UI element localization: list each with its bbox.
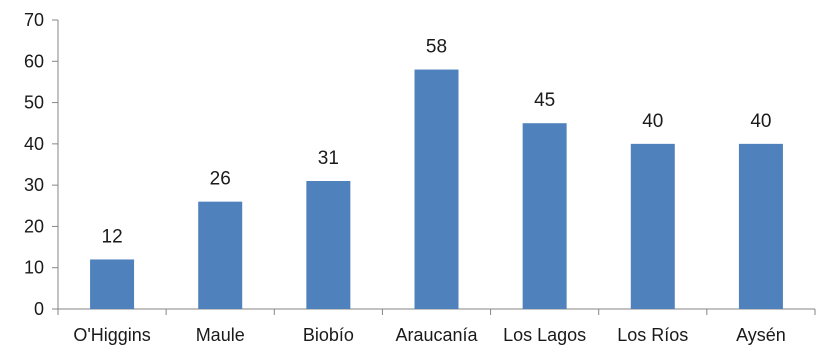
y-tick-label: 10 [24, 258, 44, 278]
data-label: 40 [750, 111, 771, 132]
bar [90, 259, 135, 309]
bars [90, 69, 783, 310]
y-tick-label: 70 [24, 10, 44, 30]
x-axis-labels: O'Higgins Maule Biobío Araucanía Los Lagos Lo… [73, 325, 785, 345]
data-label: 12 [102, 226, 123, 247]
bar [630, 143, 675, 309]
x-tick-label: Los Lagos [503, 325, 586, 345]
y-tick-label: 20 [24, 216, 44, 236]
data-label: 31 [318, 148, 339, 169]
y-tick-label: 40 [24, 134, 44, 154]
y-tick-label: 30 [24, 175, 44, 195]
bar [306, 181, 351, 309]
bar [522, 123, 567, 309]
bar [414, 69, 459, 310]
x-tick-label: O'Higgins [73, 325, 150, 345]
data-labels: 12 26 31 58 45 40 40 [102, 37, 772, 248]
data-label: 26 [210, 169, 231, 190]
y-tick-label: 50 [24, 93, 44, 113]
y-axis-ticks: 0 10 20 30 40 50 60 70 [24, 10, 58, 319]
x-tick-label: Araucanía [395, 325, 478, 345]
data-label: 40 [642, 111, 663, 132]
x-tick-label: Los Ríos [617, 325, 688, 345]
data-label: 45 [534, 90, 555, 111]
data-label: 58 [426, 37, 447, 58]
bar [198, 201, 243, 309]
x-tick-label: Biobío [303, 325, 354, 345]
y-tick-label: 0 [34, 299, 44, 319]
x-tick-label: Aysén [736, 325, 786, 345]
x-tick-label: Maule [196, 325, 245, 345]
y-tick-label: 60 [24, 51, 44, 71]
bar [738, 143, 783, 309]
